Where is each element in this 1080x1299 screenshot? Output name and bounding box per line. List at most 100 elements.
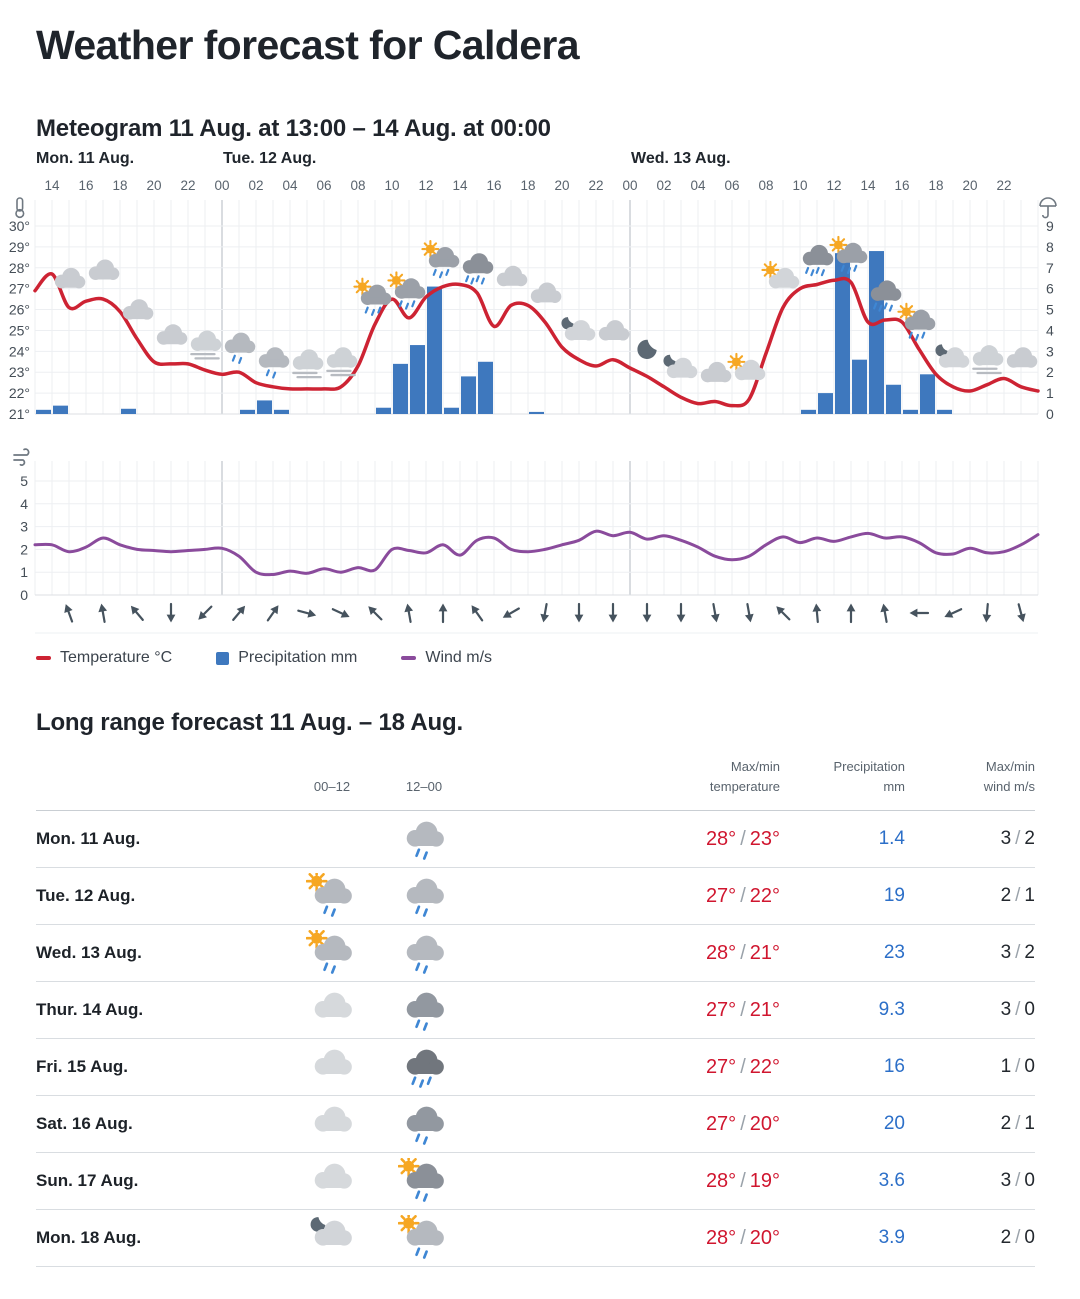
sun-cloud-icon [727,352,766,381]
forecast-row[interactable]: Sat. 16 Aug. 27°/20° 20 2/1 [36,1096,1035,1153]
dark-rain-icon [462,253,494,285]
temp-max-min: 28°/21° [705,941,780,964]
wind-arrow [642,602,652,623]
moon-cloud-icon [561,317,596,341]
sun-rain-icon [387,271,426,310]
icon-00-12 [286,1158,378,1204]
table-header-row: 00–12 12–00 Max/min temperature Precipitatio… [36,751,1035,811]
wind-arrow [1017,603,1026,623]
cloud-icon [54,267,86,289]
wind-max-min: 2/0 [1000,1227,1035,1248]
forecast-row[interactable]: Mon. 18 Aug. 28°/20° 3.9 2/0 [36,1210,1035,1267]
legend-wind: Wind m/s [401,649,492,667]
wind-arrow [776,606,791,621]
wind-arrow [297,609,317,618]
svg-text:14: 14 [860,178,876,193]
day-label: Mon. 11 Aug. [36,829,141,848]
svg-text:Mon. 11 Aug.: Mon. 11 Aug. [36,150,134,167]
temp-max-min: 28°/23° [705,827,780,850]
forecast-row[interactable]: Mon. 11 Aug. 28°/23° 1.4 3/2 [36,811,1035,868]
svg-text:5: 5 [1046,302,1054,318]
wind-arrow [502,607,520,618]
svg-text:2: 2 [20,541,28,557]
wind-arrow [64,604,74,623]
svg-text:28°: 28° [9,260,30,276]
rain-mid-icon [406,992,444,1031]
wind-arrow [812,603,822,624]
rain-light-icon [406,878,444,917]
moon-cloud-icon [310,1217,352,1246]
forecast-row[interactable]: Sun. 17 Aug. 28°/19° 3.6 3/0 [36,1153,1035,1210]
rain-mid-icon [406,1106,444,1145]
icon-00-12 [286,930,378,976]
rain-mid-icon [406,992,444,1031]
svg-text:9: 9 [1046,218,1054,234]
legend-temperature-label: Temperature °C [60,649,173,666]
legend-precipitation: Precipitation mm [216,649,357,667]
sun-rain-light-icon [398,1215,444,1259]
svg-text:22: 22 [996,178,1011,193]
temp-max-min: 28°/20° [705,1226,780,1249]
svg-text:00: 00 [622,178,637,193]
wind-max-min: 1/0 [1000,1056,1035,1077]
svg-text:30°: 30° [9,218,30,234]
forecast-row[interactable]: Tue. 12 Aug. 27°/22° 19 2/1 [36,868,1035,925]
cloud-light-icon [314,1106,352,1132]
wind-arrow [368,606,383,621]
sun-rain-icon [353,277,392,316]
sun-rain-light-icon [306,873,352,917]
longrange-heading: Long range forecast 11 Aug. – 18 Aug. [36,709,463,736]
svg-text:2: 2 [1046,364,1054,380]
forecast-row[interactable]: Wed. 13 Aug. 28°/21° 23 3/2 [36,925,1035,982]
svg-text:20: 20 [554,178,569,193]
cloud-light-icon [314,992,352,1018]
rain-light-icon [406,821,444,860]
svg-text:1: 1 [1046,385,1054,401]
wind-max-min: 3/2 [1000,942,1035,963]
precip-value: 1.4 [878,828,905,849]
col-header-period-12-00: 12–00 [405,778,443,794]
rain-mid-icon [406,1106,444,1145]
wind-arrow [574,602,584,623]
cloud-icon [1006,347,1038,368]
icon-12-00 [378,1158,470,1204]
svg-text:22°: 22° [9,385,30,401]
icon-12-00 [378,816,470,862]
sun-rain-dark-icon [398,1158,444,1202]
wind-arrow [331,608,350,618]
svg-text:26°: 26° [9,302,30,318]
svg-text:4: 4 [1046,322,1054,338]
wind-max-min: 3/2 [1000,828,1035,849]
hour-labels: 14 16 18 20 22 00 02 04 06 08 10 12 14 16 18 20 22 00 02 04… [44,178,1011,193]
svg-text:16: 16 [486,178,501,193]
svg-text:Tue. 12 Aug.: Tue. 12 Aug. [223,150,316,167]
rain-light-icon [406,821,444,860]
fog-icon [190,330,222,360]
wind-arrow [982,602,992,623]
svg-text:25°: 25° [9,322,30,338]
moon-cloud-icon [935,344,970,368]
day-label: Sat. 16 Aug. [36,1114,133,1133]
meteogram-legend: Temperature °C Precipitation mm Wind m/s [36,645,1080,671]
precipitation-bars [36,251,952,414]
legend-wind-label: Wind m/s [425,649,493,666]
svg-text:21°: 21° [9,406,30,422]
cloud-icon [700,361,732,383]
rain-light-icon [406,878,444,917]
dark-rain-icon [802,244,834,277]
dark-rain-icon [870,280,902,312]
fog-icon [972,345,1004,375]
svg-text:22: 22 [588,178,603,193]
wind-arrow [540,603,550,623]
svg-text:7: 7 [1046,260,1054,276]
rain-light-icon [406,935,444,974]
wind-max-min: 2/1 [1000,885,1035,906]
forecast-row[interactable]: Fri. 15 Aug. 27°/22° 16 1/0 [36,1039,1035,1096]
svg-text:20: 20 [962,178,977,193]
sun-rain-light-icon [306,930,352,974]
forecast-row[interactable]: Thur. 14 Aug. 27°/21° 9.3 3/0 [36,982,1035,1039]
svg-text:04: 04 [690,178,706,193]
temperature-axis: 30° 29° 28° 27° 26° 25° 24° 23° 22° 21° [9,218,30,422]
day-labels: Mon. 11 Aug. Tue. 12 Aug. Wed. 13 Aug. [36,150,731,167]
precip-value: 9.3 [878,999,905,1020]
